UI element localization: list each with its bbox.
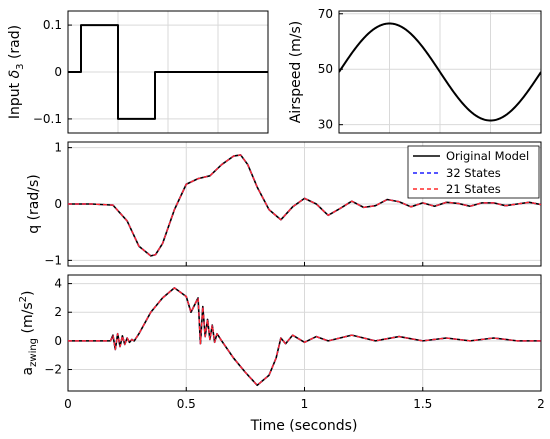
input-panel: 0.1 0 −0.1 Input δ3 (rad) xyxy=(7,10,269,134)
legend: Original Model 32 States 21 States xyxy=(407,145,540,199)
y-tick-label: 4 xyxy=(54,277,62,291)
x-tick-label: 0 xyxy=(64,397,72,411)
y-tick-label: −0.1 xyxy=(33,112,62,126)
y-tick-label: −2 xyxy=(44,363,62,377)
21-states-line xyxy=(68,154,541,257)
21-states-line xyxy=(68,287,541,386)
x-tick-label: 1.5 xyxy=(413,397,432,411)
airspeed-ylabel: Airspeed (m/s) xyxy=(288,21,304,124)
x-tick-label: 1 xyxy=(301,397,309,411)
x-tick-label: 0.5 xyxy=(177,397,196,411)
accel-ylabel: azwing (m/s2) xyxy=(18,291,39,376)
y-tick-label: 0.1 xyxy=(43,18,62,32)
input-ylabel: Input δ3 (rad) xyxy=(7,25,26,119)
x-tick-label: 2 xyxy=(537,397,545,411)
legend-label-32-states: 32 States xyxy=(446,166,501,180)
y-tick-label: −1 xyxy=(44,253,62,267)
legend-label-original: Original Model xyxy=(446,149,529,163)
airspeed-series-line xyxy=(339,22,541,122)
pitch-rate-panel: 1 0 −1 q (rad/s) Original Model 32 States … xyxy=(26,141,542,267)
y-tick-label: 1 xyxy=(54,141,62,155)
y-tick-label: 0 xyxy=(54,65,62,79)
legend-label-21-states: 21 States xyxy=(446,182,501,196)
y-tick-label: 50 xyxy=(318,62,333,76)
y-tick-label: 30 xyxy=(318,118,333,132)
airspeed-panel: 70 50 30 Airspeed (m/s) xyxy=(288,7,542,134)
pitch-rate-ylabel: q (rad/s) xyxy=(26,174,42,234)
input-series-line xyxy=(68,24,268,120)
y-tick-label: 0 xyxy=(54,334,62,348)
y-tick-label: 2 xyxy=(54,305,62,319)
y-tick-label: 70 xyxy=(318,7,333,21)
accel-panel: 4 2 0 −2 0 0.5 1 1.5 2 azwing (m/s2) Time (seco… xyxy=(18,274,545,434)
accel-xlabel: Time (seconds) xyxy=(250,418,358,434)
y-tick-label: 0 xyxy=(54,197,62,211)
